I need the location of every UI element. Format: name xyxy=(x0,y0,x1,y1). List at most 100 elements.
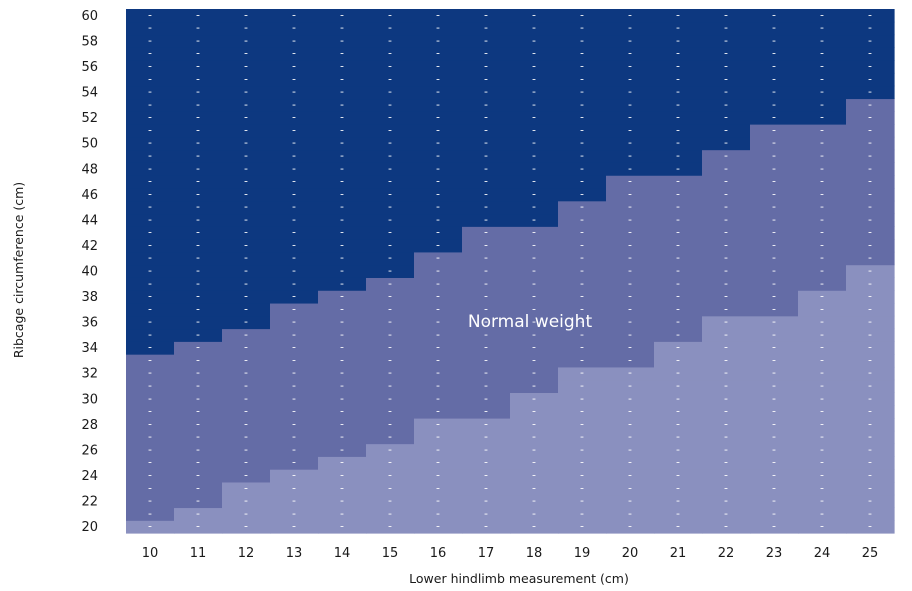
cell-mark: - xyxy=(868,162,872,175)
cell-mark: - xyxy=(436,290,440,303)
cell-mark: - xyxy=(244,494,248,507)
heatmap-cell-below-normal xyxy=(654,379,703,394)
heatmap-cell-normal xyxy=(558,226,607,240)
heatmap-cell-normal xyxy=(366,392,415,406)
heatmap-cell-normal xyxy=(702,290,751,304)
heatmap-cell-normal xyxy=(222,366,271,381)
cell-mark: - xyxy=(580,226,584,239)
x-tick-label: 16 xyxy=(430,546,447,561)
cell-mark: - xyxy=(532,136,536,149)
cell-mark: - xyxy=(196,175,200,188)
cell-mark: - xyxy=(676,494,680,507)
cell-mark: - xyxy=(724,213,728,226)
heatmap-cell-normal xyxy=(750,251,799,266)
y-tick-label: 30 xyxy=(81,392,98,407)
heatmap-cell-above-normal xyxy=(126,175,175,189)
cell-mark: - xyxy=(388,353,392,366)
heatmap-cell-above-normal xyxy=(846,34,895,48)
cell-mark: - xyxy=(724,238,728,251)
cell-mark: - xyxy=(196,392,200,405)
heatmap-cell-above-normal xyxy=(510,175,559,189)
cell-mark: - xyxy=(484,47,488,60)
heatmap-cell-above-normal xyxy=(798,60,847,74)
cell-mark: - xyxy=(820,507,824,520)
heatmap-cell-normal xyxy=(846,98,895,112)
cell-mark: - xyxy=(820,290,824,303)
heatmap-cell-normal xyxy=(126,379,175,394)
heatmap-cell-normal xyxy=(750,290,799,304)
cell-mark: - xyxy=(148,111,152,124)
cell-mark: - xyxy=(724,353,728,366)
cell-mark: - xyxy=(532,111,536,124)
heatmap-cell-above-normal xyxy=(318,111,367,125)
cell-mark: - xyxy=(340,200,344,213)
cell-mark: - xyxy=(580,468,584,481)
cell-mark: - xyxy=(628,520,632,533)
heatmap-cell-below-normal xyxy=(606,366,655,381)
heatmap-cell-normal xyxy=(174,443,223,457)
cell-mark: - xyxy=(484,443,488,456)
heatmap-cell-above-normal xyxy=(174,21,223,36)
x-tick-label: 11 xyxy=(190,546,207,561)
cell-mark: - xyxy=(340,290,344,303)
cell-mark: - xyxy=(196,520,200,533)
heatmap-cell-normal xyxy=(702,251,751,266)
heatmap-cell-above-normal xyxy=(558,187,607,202)
heatmap-cell-above-normal xyxy=(414,175,463,189)
heatmap-cell-above-normal xyxy=(366,34,415,48)
cell-mark: - xyxy=(196,468,200,481)
heatmap-cell-normal xyxy=(318,379,367,394)
heatmap-cell-above-normal xyxy=(270,149,319,163)
heatmap-cell-normal xyxy=(270,392,319,406)
heatmap-cell-above-normal xyxy=(510,34,559,48)
heatmap-cell-below-normal xyxy=(846,264,895,278)
heatmap-cell-above-normal xyxy=(702,21,751,36)
heatmap-cell-above-normal xyxy=(558,136,607,151)
cell-mark: - xyxy=(532,60,536,73)
cell-mark: - xyxy=(148,213,152,226)
heatmap-cell-below-normal xyxy=(702,507,751,521)
heatmap-cell-normal xyxy=(126,417,175,432)
cell-mark: - xyxy=(436,162,440,175)
heatmap-cell-below-normal xyxy=(702,481,751,496)
cell-mark: - xyxy=(340,111,344,124)
cell-mark: - xyxy=(340,226,344,239)
x-tick-label: 19 xyxy=(574,546,591,561)
cell-mark: - xyxy=(436,481,440,494)
heatmap-cell-below-normal xyxy=(222,520,271,534)
heatmap-cell-above-normal xyxy=(318,213,367,227)
cell-mark: - xyxy=(244,85,248,98)
heatmap-cell-normal xyxy=(654,226,703,240)
heatmap-cell-below-normal xyxy=(606,405,655,419)
y-tick-label: 54 xyxy=(81,86,98,101)
cell-mark: - xyxy=(868,328,872,341)
cell-mark: - xyxy=(388,417,392,430)
heatmap-cell-below-normal xyxy=(462,417,511,432)
heatmap-cell-below-normal xyxy=(606,417,655,432)
heatmap-cell-below-normal xyxy=(846,379,895,394)
cell-mark: - xyxy=(676,149,680,162)
heatmap-cell-below-normal xyxy=(750,392,799,406)
heatmap-cell-normal xyxy=(798,277,847,291)
heatmap-cell-above-normal xyxy=(414,226,463,240)
cell-mark: - xyxy=(772,456,776,469)
heatmap-cell-normal xyxy=(414,379,463,394)
x-tick-label: 18 xyxy=(526,546,543,561)
heatmap-cell-above-normal xyxy=(270,9,319,23)
heatmap-cell-below-normal xyxy=(846,354,895,368)
heatmap-cell-above-normal xyxy=(798,98,847,112)
heatmap-cell-normal xyxy=(558,354,607,368)
cell-mark: - xyxy=(628,277,632,290)
cell-mark: - xyxy=(868,315,872,328)
cell-mark: - xyxy=(340,443,344,456)
heatmap-cell-normal xyxy=(606,302,655,317)
cell-mark: - xyxy=(292,366,296,379)
cell-mark: - xyxy=(484,175,488,188)
heatmap-cell-above-normal xyxy=(270,162,319,176)
heatmap-cell-normal xyxy=(606,354,655,368)
cell-mark: - xyxy=(484,149,488,162)
cell-mark: - xyxy=(868,405,872,418)
cell-mark: - xyxy=(388,341,392,354)
cell-mark: - xyxy=(340,136,344,149)
cell-mark: - xyxy=(292,98,296,111)
